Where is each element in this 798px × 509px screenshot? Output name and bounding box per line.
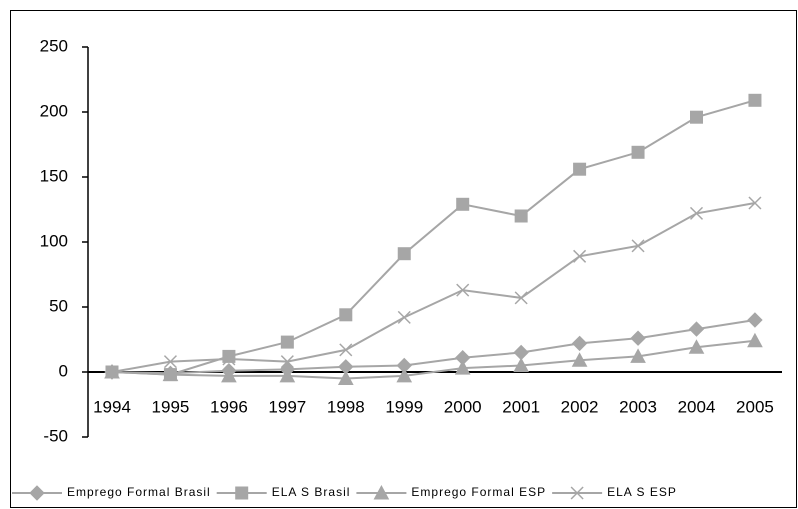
x-tick-label: 1997	[268, 397, 306, 416]
x-tick-label: 1998	[327, 397, 365, 416]
marker	[689, 206, 704, 220]
x-tick-label: 1999	[385, 397, 423, 416]
legend-label: Emprego Formal Brasil	[67, 485, 211, 499]
series-line	[111, 99, 756, 376]
y-tick-label: 0	[59, 361, 68, 380]
marker	[221, 367, 237, 383]
marker	[339, 343, 353, 357]
marker	[397, 247, 411, 261]
legend-marker	[570, 486, 584, 500]
marker	[513, 344, 529, 361]
marker	[630, 330, 646, 346]
marker	[573, 249, 587, 263]
y-tick-label: 100	[40, 231, 68, 250]
marker	[105, 365, 119, 379]
marker	[513, 357, 529, 372]
series-line	[111, 202, 756, 373]
legend-marker	[235, 486, 249, 500]
marker	[514, 209, 528, 223]
y-tick-label: -50	[43, 426, 68, 445]
marker	[337, 370, 354, 385]
x-tick-label: 2005	[736, 397, 774, 416]
marker	[280, 355, 294, 369]
legend-marker	[29, 485, 45, 501]
marker	[631, 239, 645, 253]
marker	[163, 355, 177, 369]
legend-marker	[373, 484, 390, 500]
x-tick-label: 2001	[502, 397, 540, 416]
marker	[688, 321, 705, 337]
marker	[747, 332, 763, 348]
y-tick-label: 200	[40, 101, 68, 120]
y-tick-label: 50	[49, 296, 68, 315]
x-tick-label: 2000	[444, 397, 482, 416]
x-tick-label: 2003	[619, 397, 657, 416]
marker	[630, 348, 646, 363]
marker	[573, 162, 587, 176]
marker	[748, 93, 762, 107]
x-tick-label: 1995	[152, 397, 190, 416]
series-line	[111, 319, 756, 375]
marker	[162, 366, 179, 382]
x-tick-label: 1996	[210, 397, 248, 416]
x-tick-label: 2002	[561, 397, 599, 416]
x-tick-label: 2004	[678, 397, 716, 416]
marker	[514, 291, 528, 305]
marker	[396, 367, 413, 383]
series-line	[111, 339, 756, 380]
legend-label: Emprego Formal ESP	[411, 485, 546, 499]
legend-label: ELA S Brasil	[272, 485, 351, 499]
marker	[397, 310, 411, 324]
marker	[631, 145, 645, 159]
x-tick-label: 1994	[93, 397, 131, 416]
marker	[456, 283, 470, 297]
marker	[454, 360, 471, 375]
y-tick-label: 250	[40, 36, 68, 55]
marker	[747, 312, 763, 328]
chart-frame	[10, 10, 797, 508]
y-tick-label: 150	[40, 166, 68, 185]
marker	[690, 110, 703, 124]
marker	[280, 335, 294, 349]
marker	[748, 196, 762, 210]
legend-label: ELA S ESP	[607, 485, 677, 499]
marker	[688, 339, 705, 354]
marker	[339, 308, 353, 322]
marker	[571, 352, 588, 367]
marker	[571, 335, 588, 352]
marker	[456, 197, 470, 211]
marker	[279, 367, 296, 383]
marker	[222, 352, 236, 366]
marker	[222, 349, 236, 363]
